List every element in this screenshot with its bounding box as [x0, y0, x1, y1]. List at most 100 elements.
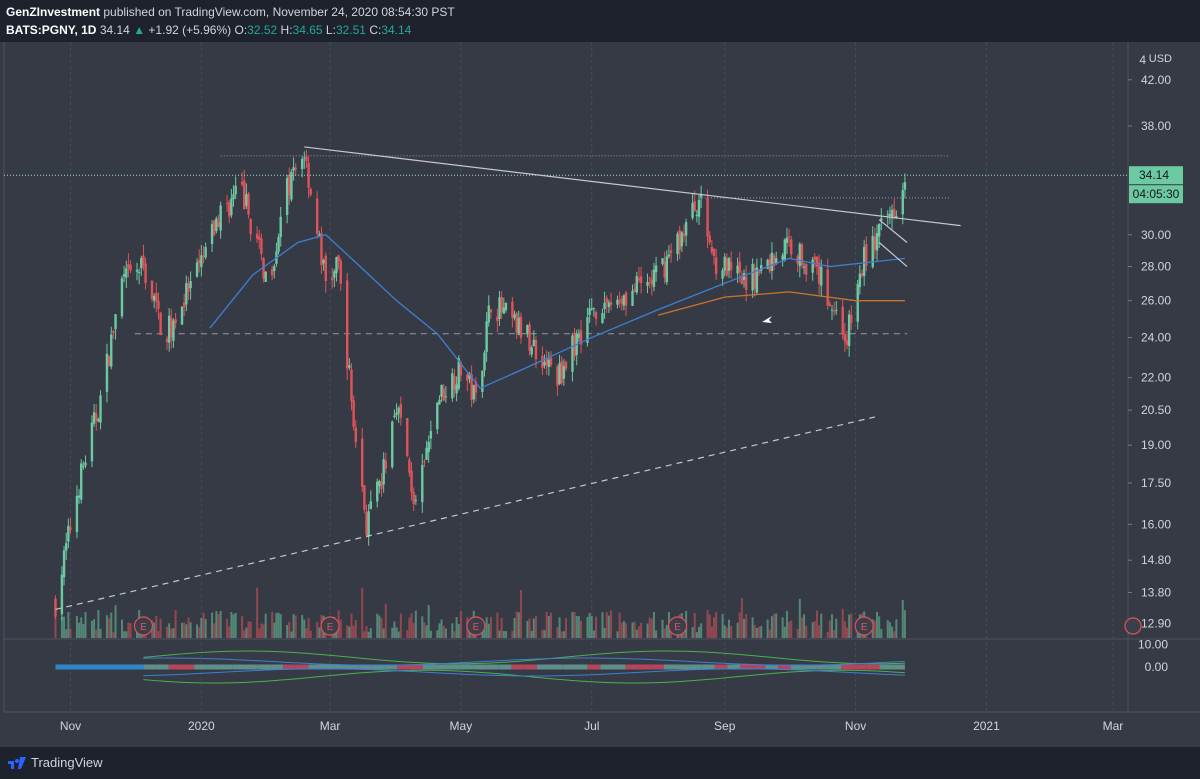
candle-body[interactable] — [603, 302, 606, 310]
candle-body[interactable] — [835, 309, 838, 311]
candle-body[interactable] — [243, 180, 246, 210]
candle-body[interactable] — [155, 292, 158, 302]
moving-average-orange-line[interactable] — [658, 291, 905, 316]
candle-body[interactable] — [318, 234, 321, 236]
author-name[interactable]: GenZInvestment — [6, 5, 101, 19]
candle-body[interactable] — [637, 278, 641, 281]
candle-body[interactable] — [245, 194, 248, 206]
candle-body[interactable] — [708, 235, 711, 243]
candle-body[interactable] — [742, 273, 746, 280]
candle-body[interactable] — [805, 264, 808, 275]
candle-body[interactable] — [172, 320, 175, 341]
candle-body[interactable] — [152, 295, 156, 301]
candle-body[interactable] — [215, 218, 218, 232]
candle-body[interactable] — [247, 193, 250, 215]
candle-body[interactable] — [182, 302, 186, 308]
candle-body[interactable] — [504, 302, 508, 311]
candle-body[interactable] — [714, 257, 718, 275]
candle-body[interactable] — [453, 375, 456, 390]
candle-body[interactable] — [455, 384, 458, 394]
candle-body[interactable] — [165, 338, 169, 342]
candle-body[interactable] — [107, 356, 111, 367]
candle-body[interactable] — [513, 314, 516, 319]
candle-body[interactable] — [873, 236, 877, 250]
candle-body[interactable] — [97, 419, 100, 422]
candle-body[interactable] — [757, 270, 761, 274]
candle-body[interactable] — [633, 288, 636, 292]
candle-body[interactable] — [361, 438, 364, 487]
candle-body[interactable] — [841, 306, 844, 335]
candle-body[interactable] — [813, 256, 817, 260]
candle-body[interactable] — [802, 266, 806, 268]
candle-body[interactable] — [815, 256, 819, 267]
candle-body[interactable] — [856, 283, 859, 322]
candle-body[interactable] — [421, 464, 424, 503]
candle-body[interactable] — [886, 214, 889, 216]
candle-body[interactable] — [322, 260, 325, 264]
candle-body[interactable] — [785, 237, 789, 243]
candle-body[interactable] — [858, 273, 862, 288]
candle-body[interactable] — [800, 244, 804, 266]
trendline[interactable] — [55, 416, 876, 611]
candle-body[interactable] — [436, 402, 439, 430]
candle-body[interactable] — [556, 366, 559, 386]
candle-body[interactable] — [65, 543, 68, 551]
candle-body[interactable] — [526, 325, 529, 335]
candle-body[interactable] — [273, 266, 276, 271]
candle-body[interactable] — [710, 246, 714, 253]
candle-body[interactable] — [354, 427, 357, 443]
candle-body[interactable] — [125, 268, 128, 278]
candle-body[interactable] — [811, 259, 814, 273]
candle-body[interactable] — [721, 270, 724, 279]
candle-body[interactable] — [67, 525, 70, 542]
candle-body[interactable] — [532, 339, 536, 346]
candle-body[interactable] — [592, 307, 596, 309]
candle-body[interactable] — [530, 347, 533, 355]
candle-body[interactable] — [601, 313, 604, 324]
candle-body[interactable] — [517, 317, 521, 335]
candle-body[interactable] — [232, 194, 235, 200]
candle-body[interactable] — [680, 232, 684, 247]
candle-body[interactable] — [888, 214, 892, 217]
candle-body[interactable] — [348, 365, 351, 368]
candle-body[interactable] — [547, 359, 551, 367]
candle-body[interactable] — [127, 263, 130, 269]
candle-body[interactable] — [285, 178, 289, 216]
candle-body[interactable] — [277, 236, 280, 252]
candle-body[interactable] — [270, 269, 274, 276]
candle-body[interactable] — [230, 198, 233, 216]
candle-body[interactable] — [62, 550, 66, 578]
candle-body[interactable] — [159, 312, 162, 336]
candle-body[interactable] — [120, 278, 124, 317]
countdown-badge[interactable] — [1129, 185, 1183, 204]
candle-body[interactable] — [781, 255, 784, 260]
candle-body[interactable] — [661, 258, 664, 264]
candle-body[interactable] — [367, 511, 370, 537]
candle-body[interactable] — [586, 317, 589, 343]
candle-body[interactable] — [826, 269, 829, 306]
candle-body[interactable] — [622, 295, 626, 306]
candle-body[interactable] — [69, 527, 72, 531]
candle-body[interactable] — [75, 495, 79, 532]
candle-body[interactable] — [549, 357, 553, 366]
candle-body[interactable] — [180, 306, 184, 325]
candle-body[interactable] — [753, 267, 756, 289]
candle-body[interactable] — [828, 303, 832, 307]
candle-body[interactable] — [365, 512, 368, 536]
candle-body[interactable] — [80, 463, 83, 500]
candle-body[interactable] — [92, 412, 96, 424]
candle-body[interactable] — [258, 236, 261, 240]
candle-body[interactable] — [294, 167, 297, 170]
candle-body[interactable] — [137, 272, 141, 274]
candle-body[interactable] — [200, 255, 203, 268]
candle-body[interactable] — [654, 265, 658, 273]
candle-body[interactable] — [459, 362, 463, 376]
candle-body[interactable] — [515, 312, 518, 333]
candle-body[interactable] — [219, 205, 222, 231]
candle-body[interactable] — [240, 182, 244, 185]
candle-body[interactable] — [871, 236, 874, 268]
candle-body[interactable] — [140, 258, 143, 269]
candle-body[interactable] — [663, 261, 666, 278]
candle-body[interactable] — [541, 355, 544, 368]
candle-body[interactable] — [167, 315, 171, 343]
